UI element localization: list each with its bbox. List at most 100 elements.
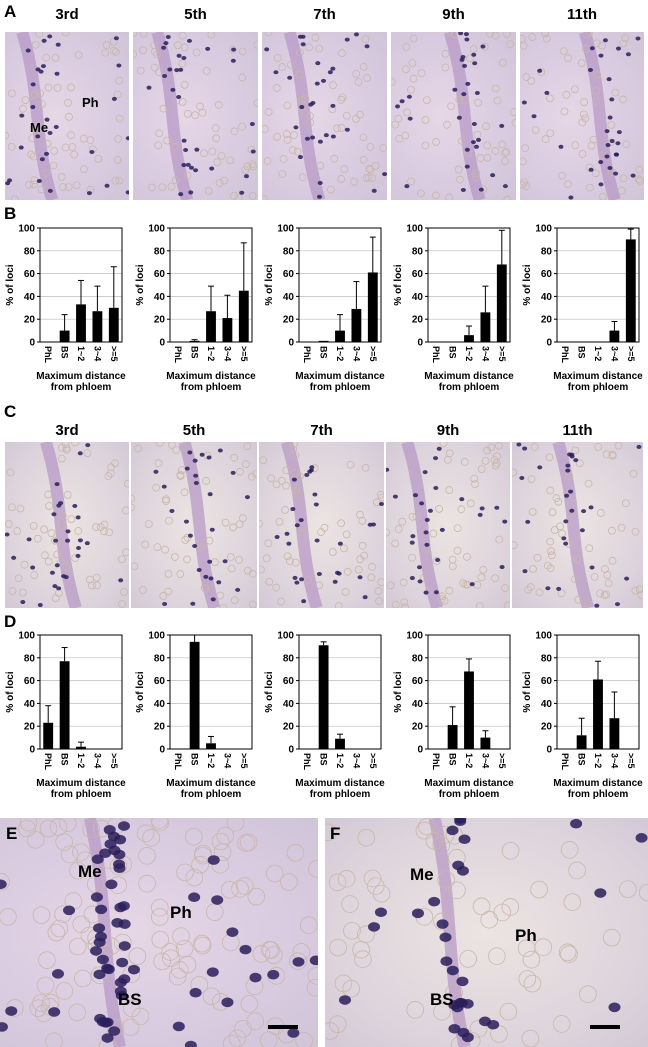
cell <box>230 453 239 462</box>
nucleus <box>630 173 636 178</box>
y-tick-label: 20 <box>283 315 295 326</box>
x-tick-label: BS <box>60 753 70 766</box>
cell <box>598 41 606 50</box>
cell <box>0 872 10 891</box>
cell <box>394 525 403 533</box>
x-tick-label: PhL <box>560 346 570 364</box>
cell <box>363 869 382 888</box>
nucleus <box>249 122 255 127</box>
cell <box>412 512 421 521</box>
cell <box>109 46 118 55</box>
nucleus <box>47 130 53 135</box>
cell <box>18 104 27 113</box>
cell <box>53 83 62 92</box>
y-tick-label: 80 <box>154 246 166 257</box>
cell <box>10 195 19 200</box>
x-tick-label: 1~2 <box>206 753 216 768</box>
cell <box>409 34 418 43</box>
cell <box>590 572 599 581</box>
nucleus <box>499 565 505 570</box>
cell <box>571 446 580 455</box>
cell <box>631 586 640 595</box>
cell <box>606 138 615 147</box>
y-tick-label: 100 <box>18 631 35 642</box>
nucleus <box>25 48 31 53</box>
cell <box>472 173 480 181</box>
x-tick-label: PhL <box>43 346 53 364</box>
nucleus <box>230 470 236 475</box>
cell <box>259 519 263 528</box>
nucleus <box>111 96 117 101</box>
cell <box>475 602 484 608</box>
x-tick-label: 3~4 <box>351 753 361 768</box>
cell <box>64 98 72 107</box>
cell <box>548 508 557 517</box>
cell <box>25 180 33 189</box>
nucleus <box>316 194 322 199</box>
cell <box>164 587 173 596</box>
nucleus <box>54 71 60 76</box>
nucleus <box>203 574 209 579</box>
cell <box>503 601 510 608</box>
cell <box>289 952 307 970</box>
cell <box>363 74 371 82</box>
cell <box>172 927 190 945</box>
annotation: Me <box>78 862 102 881</box>
cell <box>264 539 273 548</box>
nucleus <box>91 854 104 865</box>
micrograph <box>386 442 510 608</box>
nucleus <box>330 134 336 139</box>
cell <box>68 1003 86 1022</box>
cell <box>193 936 212 955</box>
micrograph-texture <box>512 442 643 608</box>
cell <box>361 463 370 472</box>
micrograph-texture <box>0 818 318 1047</box>
cell <box>236 467 244 476</box>
cell <box>547 551 556 560</box>
y-tick-label: 60 <box>283 269 295 280</box>
nucleus <box>300 42 306 47</box>
x-tick-label: 1~2 <box>335 753 345 768</box>
nucleus <box>616 130 622 135</box>
cell <box>445 449 454 458</box>
cell <box>131 562 139 571</box>
cell <box>579 110 588 119</box>
cell <box>40 525 49 534</box>
x-tick-label: >=5 <box>368 346 378 362</box>
cell <box>542 34 551 43</box>
cell <box>267 474 275 483</box>
nucleus <box>456 866 469 876</box>
cell <box>241 166 250 175</box>
cell <box>506 40 515 49</box>
cell <box>607 121 616 129</box>
nucleus <box>51 512 57 517</box>
x-tick-label: 1~2 <box>76 346 86 361</box>
nucleus <box>77 538 83 543</box>
nucleus <box>127 964 140 975</box>
nucleus <box>192 458 198 463</box>
x-tick-label: >=5 <box>626 346 636 362</box>
cell <box>45 1032 63 1047</box>
cell <box>53 550 62 559</box>
cell <box>216 591 225 600</box>
cell <box>447 102 456 111</box>
cell <box>139 32 148 38</box>
micrograph-texture <box>386 442 510 608</box>
cell <box>55 833 73 851</box>
cell <box>71 554 80 563</box>
cell <box>247 472 256 481</box>
y-axis-label: % of loci <box>264 671 275 712</box>
cell <box>39 819 58 838</box>
cell <box>133 32 138 37</box>
cell <box>358 541 367 550</box>
nucleus <box>502 519 508 524</box>
nucleus <box>312 492 318 497</box>
nucleus <box>183 148 189 153</box>
y-tick-label: 80 <box>412 653 424 664</box>
vein <box>444 32 486 200</box>
nucleus <box>522 446 528 451</box>
vein <box>401 442 443 608</box>
nucleus <box>176 95 182 100</box>
x-axis-label: Maximum distance from phloem <box>166 778 256 800</box>
panel-label: E <box>6 824 18 843</box>
